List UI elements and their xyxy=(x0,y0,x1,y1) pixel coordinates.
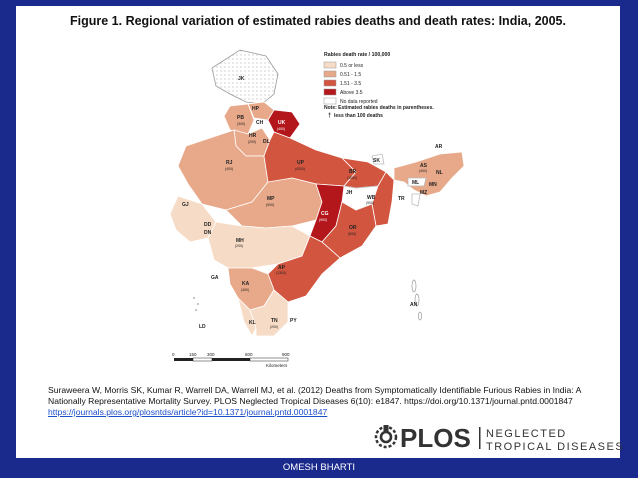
scale-bar: 0 150 300 600 900 Kilometers xyxy=(172,352,290,368)
label-ap: AP xyxy=(278,265,286,271)
label-mp: MP xyxy=(267,196,275,202)
plos-journal-line2: TROPICAL DISEASES xyxy=(486,441,622,453)
label-uk-deaths: (400) xyxy=(277,127,285,131)
region-jk xyxy=(211,49,279,105)
citation: Suraweera W, Morris SK, Kumar R, Warrell… xyxy=(48,385,608,418)
label-as-deaths: (400) xyxy=(419,169,427,173)
scale-unit: Kilometers xyxy=(266,363,288,368)
legend-label-2: 1.51 - 3.5 xyxy=(340,81,361,87)
label-ka-deaths: (400) xyxy=(241,288,249,292)
label-rj-deaths: (400) xyxy=(225,167,233,171)
footer-author: OMESH BHARTI xyxy=(282,462,356,473)
region-kl xyxy=(237,296,257,337)
legend-swatch-0 xyxy=(323,61,337,69)
label-ar: AR xyxy=(435,144,443,150)
region-or xyxy=(321,201,377,259)
label-up-deaths: (4300) xyxy=(295,167,305,171)
legend-note: Note: Estimated rabies deaths in parenth… xyxy=(324,105,434,111)
label-tn: TN xyxy=(271,318,278,324)
legend-swatch-3 xyxy=(323,88,337,96)
legend-label-4: No data reported xyxy=(340,99,378,105)
label-ka: KA xyxy=(242,281,250,287)
label-sk: SK xyxy=(373,158,380,164)
legend-label-0: 0.5 or less xyxy=(340,63,364,69)
label-dl: DL xyxy=(263,139,270,145)
label-dd: DD xyxy=(204,222,212,228)
label-wb: WB xyxy=(367,195,376,201)
region-gj xyxy=(169,195,217,243)
citation-link[interactable]: https://journals.plos.org/plosntds/artic… xyxy=(48,407,328,417)
legend-dagger: † xyxy=(328,113,331,119)
legend-swatch-1 xyxy=(323,70,337,78)
map-legend: Rabies death rate / 100,000 0.5 or less 0… xyxy=(323,52,434,119)
label-mp-deaths: (900) xyxy=(266,203,274,207)
label-ml: ML xyxy=(412,180,419,186)
label-wb-deaths: (900) xyxy=(366,201,374,205)
label-uk: UK xyxy=(278,120,286,126)
label-an: AN xyxy=(410,302,418,308)
india-rabies-map: JK HP PB (300) CH UK (400) HR (200) DL R… xyxy=(169,49,465,368)
label-gj: GJ xyxy=(182,202,189,208)
plos-journal-line1: NEGLECTED xyxy=(486,428,567,440)
legend-label-3: Above 3.5 xyxy=(340,90,363,96)
label-mh: MH xyxy=(236,238,244,244)
label-ld: LD xyxy=(199,324,206,330)
legend-swatch-2 xyxy=(323,79,337,87)
scale-tick-600: 600 xyxy=(245,352,253,357)
label-or: OR xyxy=(349,225,357,231)
legend-heading: Rabies death rate / 100,000 xyxy=(324,52,390,58)
region-ml xyxy=(407,177,427,187)
region-up xyxy=(263,131,357,187)
label-cg: CG xyxy=(321,211,329,217)
label-mh-deaths: (200) xyxy=(235,244,243,248)
label-hr: HR xyxy=(249,133,257,139)
andaman-islands xyxy=(411,279,422,321)
label-pb-deaths: (300) xyxy=(237,122,245,126)
label-kl: KL xyxy=(249,320,256,326)
label-hr-deaths: (200) xyxy=(248,140,256,144)
label-hp: HP xyxy=(252,106,260,112)
label-br-deaths: (1600) xyxy=(347,176,357,180)
label-up: UP xyxy=(297,160,305,166)
label-as: AS xyxy=(420,163,428,169)
label-nl: NL xyxy=(436,170,443,176)
region-tn xyxy=(249,289,289,337)
label-ap-deaths: (1300) xyxy=(276,271,286,275)
region-tr xyxy=(411,193,421,207)
label-cg-deaths: (900) xyxy=(319,218,327,222)
label-mn: MN xyxy=(429,182,437,188)
label-mz: MZ xyxy=(420,190,427,196)
label-rj: RJ xyxy=(226,160,233,166)
label-py: PY xyxy=(290,318,297,324)
figure-title: Figure 1. Regional variation of estimate… xyxy=(70,14,566,28)
label-jh: JH xyxy=(346,190,353,196)
label-jk: JK xyxy=(238,76,245,82)
label-ga: GA xyxy=(211,275,219,281)
lakshadweep-islands xyxy=(193,297,199,311)
label-pb: PB xyxy=(237,115,244,121)
label-tn-deaths: (200) xyxy=(270,325,278,329)
region-ne xyxy=(393,151,465,197)
plos-open-access-icon xyxy=(374,425,398,449)
slide: Figure 1. Regional variation of estimate… xyxy=(16,6,622,458)
legend-label-1: 0.51 - 1.5 xyxy=(340,72,361,78)
label-ch: CH xyxy=(256,120,264,126)
label-tr: TR xyxy=(398,196,405,202)
citation-text: Suraweera W, Morris SK, Kumar R, Warrell… xyxy=(48,385,581,406)
label-or-deaths: (800) xyxy=(348,232,356,236)
label-br: BR xyxy=(349,169,357,175)
scale-tick-0: 0 xyxy=(172,352,175,357)
scale-tick-150: 150 xyxy=(189,352,197,357)
scale-tick-900: 900 xyxy=(282,352,290,357)
legend-swatch-4 xyxy=(323,97,337,105)
scale-tick-300: 300 xyxy=(207,352,215,357)
plos-wordmark: PLOS xyxy=(400,423,471,453)
legend-note-dagger: less than 100 deaths xyxy=(334,113,383,119)
region-sk xyxy=(371,153,385,165)
plos-ntd-logo: PLOS NEGLECTED TROPICAL DISEASES xyxy=(374,423,622,453)
label-dn: DN xyxy=(204,230,212,236)
